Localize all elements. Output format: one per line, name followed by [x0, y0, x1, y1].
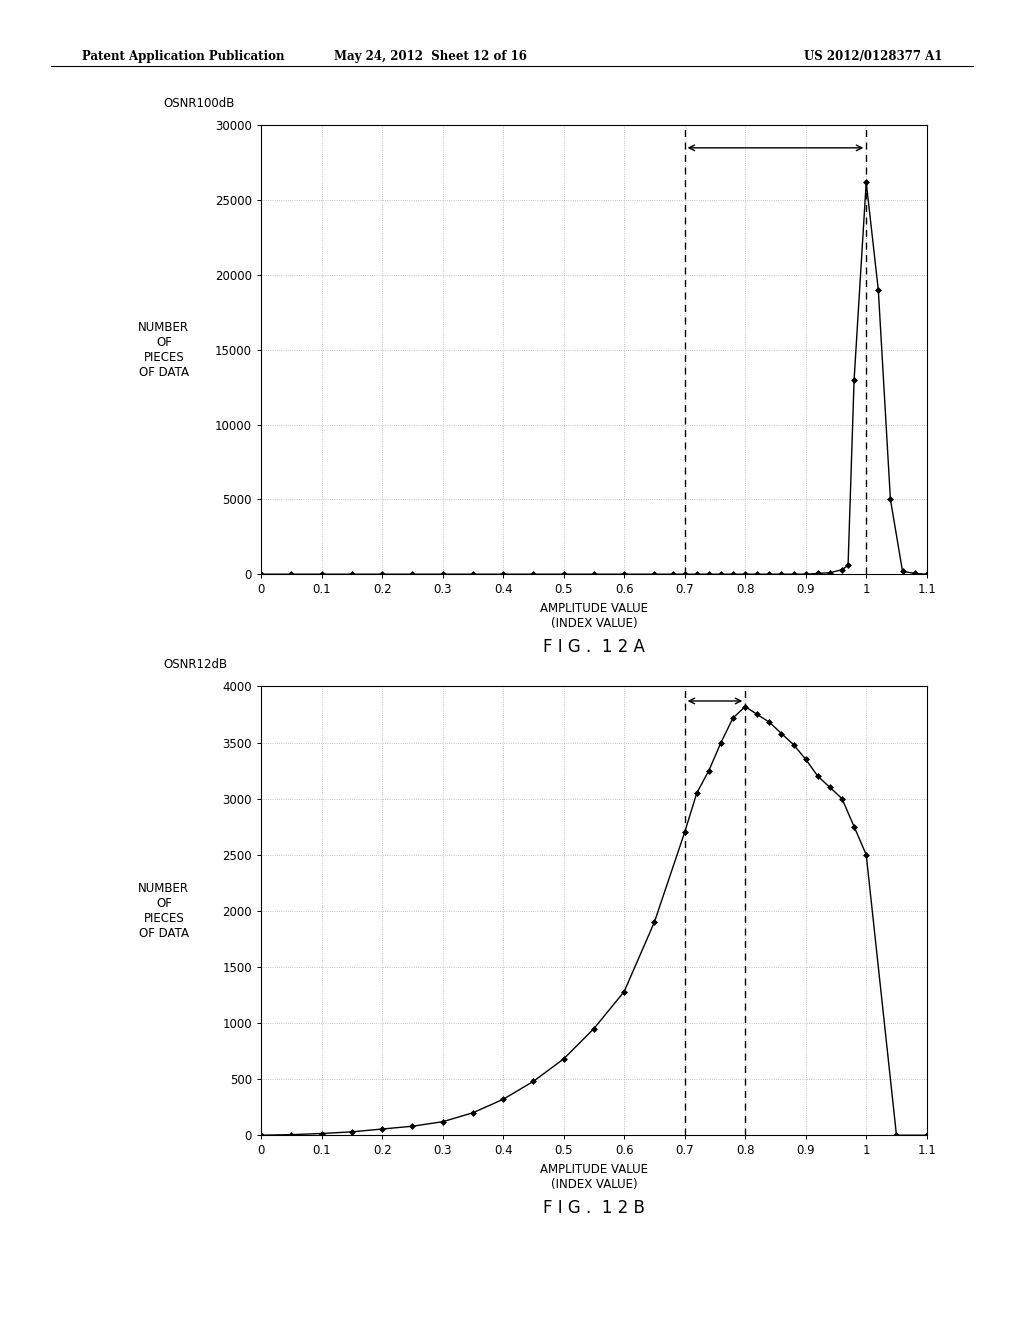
Text: NUMBER
OF
PIECES
OF DATA: NUMBER OF PIECES OF DATA — [138, 321, 189, 379]
Text: Patent Application Publication: Patent Application Publication — [82, 50, 285, 63]
Text: OSNR100dB: OSNR100dB — [164, 96, 236, 110]
Text: F I G .  1 2 A: F I G . 1 2 A — [543, 638, 645, 656]
Text: OSNR12dB: OSNR12dB — [164, 657, 228, 671]
Text: NUMBER
OF
PIECES
OF DATA: NUMBER OF PIECES OF DATA — [138, 882, 189, 940]
Text: US 2012/0128377 A1: US 2012/0128377 A1 — [804, 50, 942, 63]
Text: May 24, 2012  Sheet 12 of 16: May 24, 2012 Sheet 12 of 16 — [334, 50, 526, 63]
Text: F I G .  1 2 B: F I G . 1 2 B — [543, 1199, 645, 1217]
X-axis label: AMPLITUDE VALUE
(INDEX VALUE): AMPLITUDE VALUE (INDEX VALUE) — [540, 602, 648, 630]
X-axis label: AMPLITUDE VALUE
(INDEX VALUE): AMPLITUDE VALUE (INDEX VALUE) — [540, 1163, 648, 1191]
